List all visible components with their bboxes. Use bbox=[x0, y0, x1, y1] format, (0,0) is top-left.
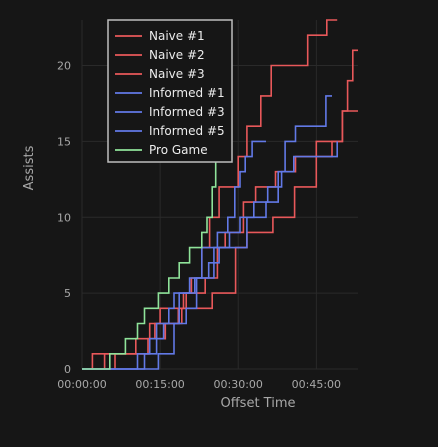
tick-layer: 0 5 10 15 20 00:00:00 00:15:00 00:30:00 00:45:00 bbox=[57, 60, 341, 391]
y-tick-label: 20 bbox=[57, 60, 71, 73]
y-tick-label: 0 bbox=[64, 363, 71, 376]
legend-label: Pro Game bbox=[149, 143, 208, 157]
legend-label: Informed #1 bbox=[149, 86, 225, 100]
legend-label: Naive #1 bbox=[149, 29, 205, 43]
legend-box bbox=[107, 19, 233, 163]
legend-label: Informed #5 bbox=[149, 124, 225, 138]
series-line-5 bbox=[82, 141, 338, 370]
series-layer bbox=[82, 19, 358, 370]
legend-label: Naive #2 bbox=[149, 48, 205, 62]
x-axis-title: Offset Time bbox=[220, 396, 295, 411]
x-tick-label: 00:30:00 bbox=[214, 378, 263, 391]
x-tick-label: 00:15:00 bbox=[135, 378, 184, 391]
y-axis-title: Assists bbox=[22, 145, 37, 190]
y-tick-label: 10 bbox=[57, 211, 71, 224]
y-tick-label: 15 bbox=[57, 135, 71, 148]
legend-label: Naive #3 bbox=[149, 67, 205, 81]
series-line-1 bbox=[82, 19, 338, 370]
series-line-6 bbox=[82, 140, 266, 370]
y-tick-label: 5 bbox=[64, 287, 71, 300]
x-tick-label: 00:00:00 bbox=[57, 378, 106, 391]
legend-label: Informed #3 bbox=[149, 105, 225, 119]
legend: Naive #1 Naive #2 Naive #3 Informed #1 Infor… bbox=[107, 19, 233, 163]
series-line-7 bbox=[82, 155, 218, 370]
x-tick-label: 00:45:00 bbox=[292, 378, 341, 391]
